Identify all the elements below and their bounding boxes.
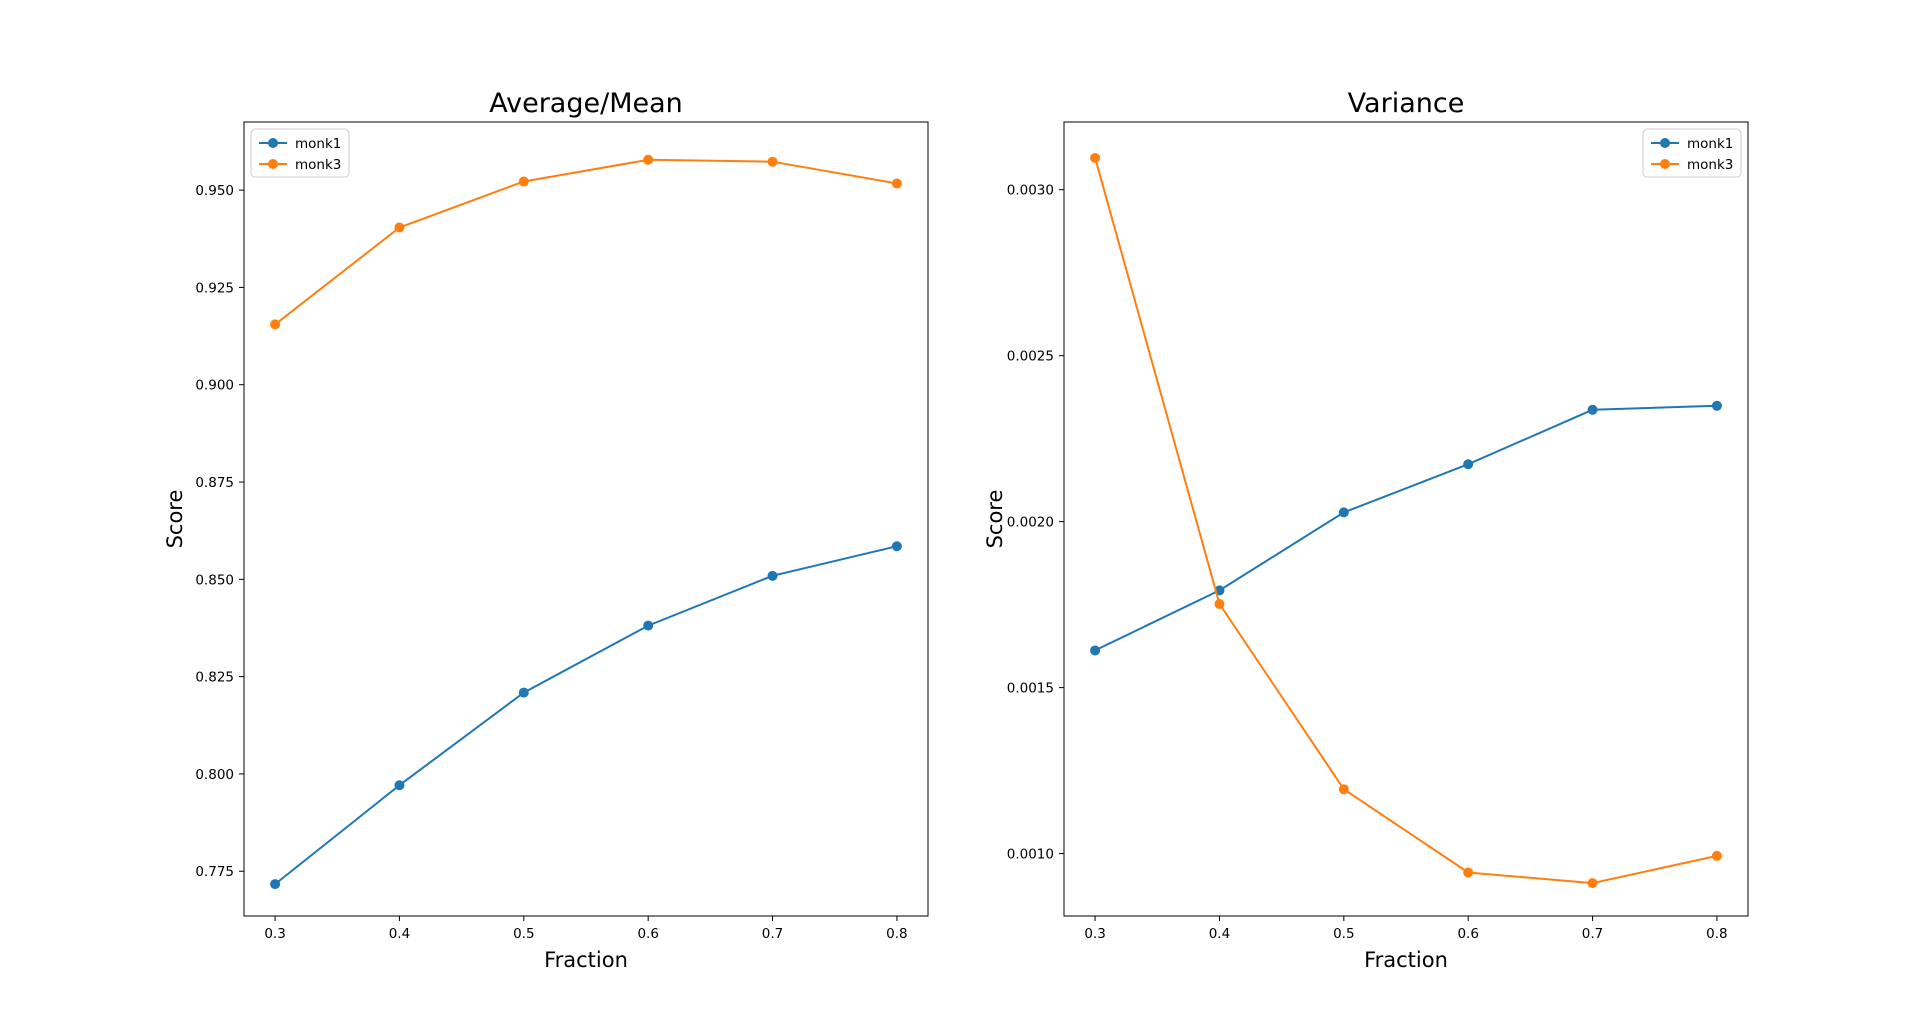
data-point-monk3 <box>518 176 529 187</box>
data-point-monk1 <box>1587 404 1598 415</box>
data-point-monk1 <box>891 541 902 552</box>
mean-chart-title: Average/Mean <box>489 88 683 119</box>
legend-marker-monk1 <box>268 138 278 148</box>
y-tick-label: 0.0030 <box>1007 183 1054 199</box>
data-point-monk3 <box>767 156 778 167</box>
legend-marker-monk1 <box>1660 138 1670 148</box>
data-point-monk3 <box>270 319 281 330</box>
y-tick-label: 0.925 <box>195 280 234 296</box>
x-tick-label: 0.6 <box>637 926 658 942</box>
y-tick-label: 0.0020 <box>1007 515 1054 531</box>
variance-chart: Variance Fraction Score 0.3 0.4 0.5 0.6 0.7 0… <box>983 88 1749 972</box>
y-tick-label: 0.900 <box>195 378 234 394</box>
y-tick-label: 0.775 <box>195 864 234 880</box>
mean-chart-legend: monk1 monk3 <box>250 128 350 178</box>
y-tick-label: 0.800 <box>195 767 234 783</box>
mean-chart-xlabel: Fraction <box>544 948 628 972</box>
mean-chart-frame <box>243 121 929 917</box>
x-tick-label: 0.6 <box>1457 926 1478 942</box>
data-point-monk1 <box>1090 645 1101 656</box>
data-point-monk3 <box>891 178 902 189</box>
variance-chart-legend: monk1 monk3 <box>1642 128 1742 178</box>
variance-chart-series <box>1090 152 1722 889</box>
mean-chart: Average/Mean Fraction Score 0.3 0.4 0.5 0.6… <box>163 88 929 972</box>
mean-chart-ylabel: Score <box>163 490 187 549</box>
data-point-monk1 <box>1463 459 1474 470</box>
legend-marker-monk3 <box>1660 159 1670 169</box>
data-point-monk1 <box>518 687 529 698</box>
data-point-monk3 <box>1338 784 1349 795</box>
y-tick-label: 0.825 <box>195 670 234 686</box>
legend-label-monk3: monk3 <box>295 157 341 173</box>
x-tick-label: 0.3 <box>1084 926 1105 942</box>
x-tick-label: 0.3 <box>264 926 285 942</box>
x-tick-label: 0.4 <box>1209 926 1230 942</box>
data-point-monk1 <box>1338 507 1349 518</box>
y-tick-label: 0.850 <box>195 572 234 588</box>
legend-label-monk1: monk1 <box>295 136 341 152</box>
legend-label-monk1: monk1 <box>1687 136 1733 152</box>
x-tick-label: 0.8 <box>886 926 907 942</box>
legend-label-monk3: monk3 <box>1687 157 1733 173</box>
y-tick-label: 0.950 <box>195 183 234 199</box>
data-point-monk1 <box>270 879 281 890</box>
mean-chart-series <box>270 154 902 890</box>
mean-chart-ticks: 0.3 0.4 0.5 0.6 0.7 0.8 0.775 0.800 0.825 0.850 0.… <box>195 183 907 942</box>
x-tick-label: 0.7 <box>1582 926 1603 942</box>
variance-chart-ylabel: Score <box>983 490 1007 549</box>
y-tick-label: 0.0010 <box>1007 847 1054 863</box>
data-point-monk3 <box>643 154 654 165</box>
data-point-monk1 <box>767 570 778 581</box>
data-point-monk3 <box>1214 598 1225 609</box>
variance-chart-ticks: 0.3 0.4 0.5 0.6 0.7 0.8 0.0010 0.0015 0.0020 0.00… <box>1007 183 1728 942</box>
variance-chart-frame <box>1063 121 1749 917</box>
data-point-monk1 <box>643 620 654 631</box>
series-line-monk1 <box>274 545 898 885</box>
variance-chart-title: Variance <box>1348 88 1465 119</box>
series-line-monk3 <box>274 158 898 326</box>
x-tick-label: 0.7 <box>762 926 783 942</box>
y-tick-label: 0.875 <box>195 475 234 491</box>
data-point-monk1 <box>394 780 405 791</box>
data-point-monk3 <box>394 222 405 233</box>
data-point-monk3 <box>1711 850 1722 861</box>
data-point-monk1 <box>1711 400 1722 411</box>
x-tick-label: 0.5 <box>1333 926 1354 942</box>
series-line-monk1 <box>1094 404 1717 652</box>
variance-chart-xlabel: Fraction <box>1364 948 1448 972</box>
y-tick-label: 0.0015 <box>1007 681 1054 697</box>
series-line-monk3 <box>1094 157 1718 885</box>
x-tick-label: 0.4 <box>389 926 410 942</box>
legend-marker-monk3 <box>268 159 278 169</box>
x-tick-label: 0.5 <box>513 926 534 942</box>
data-point-monk3 <box>1587 878 1598 889</box>
x-tick-label: 0.8 <box>1706 926 1727 942</box>
data-point-monk3 <box>1090 152 1101 163</box>
data-point-monk3 <box>1463 867 1474 878</box>
y-tick-label: 0.0025 <box>1007 349 1054 365</box>
